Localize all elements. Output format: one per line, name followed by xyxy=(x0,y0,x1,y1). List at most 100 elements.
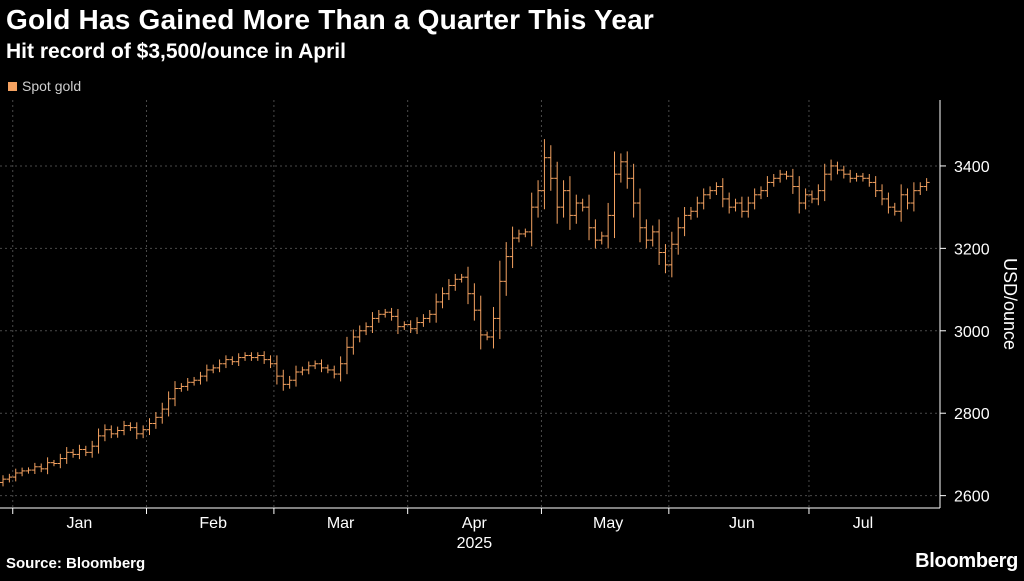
ohlc-bar xyxy=(210,364,217,374)
ohlc-bar xyxy=(121,420,128,436)
ohlc-bar xyxy=(445,279,452,301)
ohlc-bar xyxy=(76,444,83,460)
ohlc-bar xyxy=(0,475,6,487)
ohlc-bar xyxy=(726,192,733,214)
ohlc-bar xyxy=(471,283,478,321)
ohlc-bar xyxy=(738,196,745,218)
ohlc-bar xyxy=(312,360,319,370)
ohlc-bar xyxy=(235,353,242,367)
ohlc-bar xyxy=(598,231,605,245)
ohlc-bar xyxy=(515,229,522,243)
ohlc-bar xyxy=(528,192,535,247)
ohlc-bar xyxy=(350,329,357,355)
ohlc-bar xyxy=(802,188,809,210)
ohlc-bar xyxy=(146,418,153,436)
ohlc-bar xyxy=(879,184,886,206)
ohlc-bar xyxy=(503,242,510,296)
source-note: Source: Bloomberg xyxy=(6,555,146,572)
ohlc-bar xyxy=(821,163,828,202)
ohlc-bar xyxy=(872,176,879,198)
ohlc-bar xyxy=(95,428,102,454)
ohlc-bar xyxy=(668,231,675,278)
ohlc-bar xyxy=(222,355,229,369)
ohlc-bar xyxy=(203,364,210,382)
ohlc-bar xyxy=(356,325,363,343)
ohlc-bar xyxy=(828,159,835,181)
ohlc-bar xyxy=(605,202,612,249)
ohlc-bar xyxy=(904,188,911,210)
ohlc-bar xyxy=(656,219,663,265)
ohlc-bar xyxy=(898,184,905,222)
ohlc-bar xyxy=(89,440,96,458)
ohlc-bar xyxy=(796,176,803,214)
ohlc-bar xyxy=(923,178,930,191)
ohlc-bar xyxy=(388,307,395,321)
ohlc-bar xyxy=(280,369,287,391)
ohlc-bar xyxy=(859,172,866,182)
ohlc-bar xyxy=(382,308,389,318)
ohlc-bar xyxy=(579,198,586,212)
ohlc-bar xyxy=(662,244,669,274)
ohlc-bar xyxy=(394,308,401,335)
ohlc-bar xyxy=(707,186,714,200)
ohlc-bar xyxy=(248,352,255,361)
ohlc-bar xyxy=(630,163,637,218)
ohlc-bar xyxy=(783,170,790,180)
ohlc-bar xyxy=(465,266,471,305)
legend-label: Spot gold xyxy=(22,78,82,94)
ohlc-bar xyxy=(713,182,720,195)
ohlc-bar xyxy=(331,365,338,379)
ohlc-bar xyxy=(624,151,631,189)
ohlc-bar xyxy=(617,153,624,183)
ohlc-bar xyxy=(636,188,643,243)
ohlc-bar xyxy=(840,165,847,179)
ohlc-bar xyxy=(573,194,580,224)
ohlc-bar xyxy=(50,459,57,467)
ohlc-bar xyxy=(420,314,427,327)
ohlc-bar xyxy=(159,402,166,424)
ohlc-bar xyxy=(19,467,26,477)
ohlc-bar xyxy=(547,145,554,191)
ohlc-bar xyxy=(732,198,739,212)
ohlc-bar xyxy=(777,169,784,183)
x-tick-label: Apr xyxy=(462,515,488,532)
ohlc-bar xyxy=(554,161,561,224)
ohlc-bar xyxy=(299,366,306,376)
ohlc-bar xyxy=(242,352,249,361)
ohlc-bar xyxy=(261,351,268,364)
ohlc-bar xyxy=(477,295,484,350)
ohlc-bar xyxy=(165,391,172,417)
ohlc-bar xyxy=(509,226,516,269)
ohlc-bar xyxy=(140,425,147,439)
x-tick-label: May xyxy=(593,515,623,532)
ohlc-bar xyxy=(70,449,77,458)
ohlc-bar xyxy=(38,463,45,473)
ohlc-bar xyxy=(694,196,701,218)
y-tick-label: 2600 xyxy=(954,489,990,506)
ohlc-bar xyxy=(815,184,822,206)
ohlc-bar xyxy=(197,371,204,385)
ohlc-bar xyxy=(853,172,860,182)
ohlc-bar xyxy=(891,202,898,216)
ohlc-bar xyxy=(566,176,573,230)
legend-swatch xyxy=(8,81,17,91)
chart-title: Gold Has Gained More Than a Quarter This… xyxy=(6,4,654,35)
ohlc-bar xyxy=(675,217,682,255)
ohlc-bar xyxy=(286,375,293,389)
ohlc-bar xyxy=(649,225,656,247)
x-tick-label: Jun xyxy=(729,515,755,532)
ohlc-bar xyxy=(216,359,223,373)
ohlc-bar xyxy=(719,178,726,208)
ohlc-bar xyxy=(133,422,140,440)
ohlc-bar xyxy=(541,139,548,210)
ohlc-bar xyxy=(490,306,497,349)
bloomberg-logo: Bloomberg xyxy=(915,550,1018,572)
ohlc-bar xyxy=(917,182,924,195)
ohlc-bar xyxy=(363,322,370,336)
ohlc-bar xyxy=(885,192,892,214)
ohlc-bar xyxy=(184,377,191,391)
ohlc-bar xyxy=(866,173,873,187)
ohlc-bar xyxy=(439,287,446,309)
ohlc-bar xyxy=(108,425,115,439)
